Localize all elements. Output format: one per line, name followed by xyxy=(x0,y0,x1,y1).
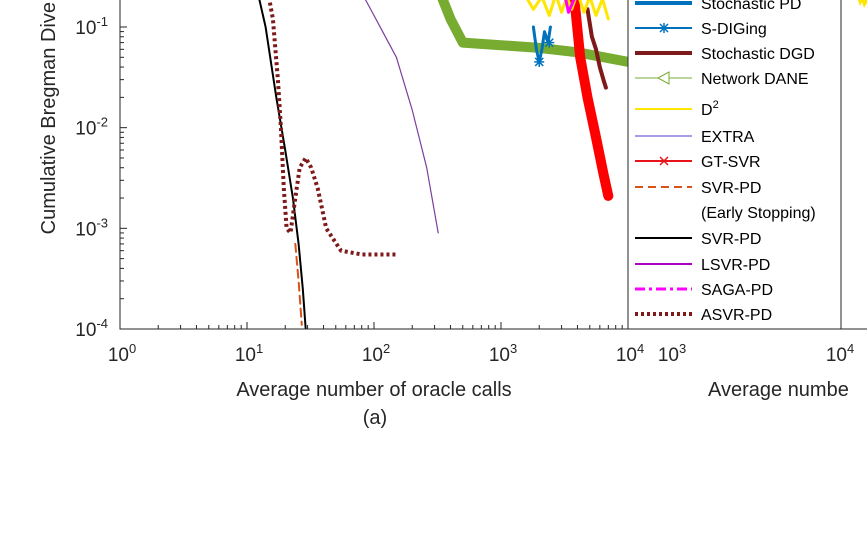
legend-label: S-DIGing xyxy=(701,21,767,38)
plot-a-series xyxy=(258,0,628,329)
y-tick-label: 10-3 xyxy=(75,215,108,240)
plot-a-y-tick-labels: 10-1 10-2 10-3 10-4 xyxy=(75,14,108,341)
legend-item: GT-SVR xyxy=(635,154,761,171)
legend-item: SVR-PD xyxy=(635,231,761,248)
legend-item: Stochastic DGD xyxy=(635,46,815,63)
x-tick-label: 101 xyxy=(235,341,263,366)
triangle-marker xyxy=(656,71,670,85)
legend-label: SVR-PD xyxy=(701,231,761,248)
plot-a-axes xyxy=(119,0,628,330)
plot-a-x-tick-labels: 100 101 102 103 104 xyxy=(108,341,644,366)
legend-item: SAGA-PD xyxy=(635,282,773,299)
x-tick-label: 100 xyxy=(108,341,136,366)
y-axis-label: Cumulative Bregman Dive xyxy=(38,2,60,234)
legend-item: D2 xyxy=(635,99,719,119)
series-line xyxy=(526,0,610,21)
series-line xyxy=(267,0,397,257)
plot-b-d2-trace xyxy=(858,0,867,8)
x-tick-label: 103 xyxy=(489,341,517,366)
legend-label: D2 xyxy=(701,99,719,119)
legend-item: SVR-PD (Early Stopping) xyxy=(635,180,816,222)
legend-label: LSVR-PD xyxy=(701,257,770,274)
series-marker xyxy=(544,37,555,48)
x-tick-label: 104 xyxy=(616,341,644,366)
plot-b-x-tick-labels: 103 104 xyxy=(658,341,854,366)
legend-item: EXTRA xyxy=(635,129,755,146)
panel-b: 103 104 Average numbe xyxy=(658,0,867,401)
plot-b-x-tick-label: 104 xyxy=(826,341,854,366)
legend-item: S-DIGing xyxy=(635,21,767,38)
panel-a: 100 101 102 103 104 10-1 10-2 10-3 10-4 Average… xyxy=(38,0,644,429)
legend-label: ASVR-PD xyxy=(701,307,772,324)
legend-item: ASVR-PD xyxy=(635,307,772,324)
legend-item: LSVR-PD xyxy=(635,257,770,274)
series-line xyxy=(258,0,307,329)
plot-b-x-axis-label: Average numbe xyxy=(708,379,849,401)
y-tick-label: 10-1 xyxy=(75,14,108,39)
panel-label: (a) xyxy=(363,407,387,429)
x-tick-label: 102 xyxy=(362,341,390,366)
legend-label: GT-SVR xyxy=(701,154,761,171)
legend-label: EXTRA xyxy=(701,129,755,146)
plot-b-x-tick-label: 103 xyxy=(658,341,686,366)
y-tick-label: 10-2 xyxy=(75,115,108,140)
legend-label: Stochastic PD xyxy=(701,0,801,13)
legend-label: Stochastic DGD xyxy=(701,46,815,63)
series-line xyxy=(364,0,439,234)
y-tick-label: 10-4 xyxy=(75,316,108,341)
legend-label: SAGA-PD xyxy=(701,282,773,299)
legend-label: Network DANE xyxy=(701,71,809,88)
series-line xyxy=(569,0,614,201)
x-marker xyxy=(659,156,669,166)
legend-item: Stochastic PD xyxy=(635,0,801,13)
asterisk-marker xyxy=(659,23,669,33)
x-axis-label: Average number of oracle calls xyxy=(236,379,511,401)
legend-label: SVR-PD xyxy=(701,180,761,197)
series-marker xyxy=(534,56,545,67)
series-line xyxy=(585,7,608,90)
plot-a-ticks xyxy=(119,26,623,330)
legend: Stochastic PD S-DIGing Stochastic DGD Netwo… xyxy=(627,0,842,330)
series-line xyxy=(294,242,303,326)
plot-a-background xyxy=(120,0,628,329)
series-line xyxy=(564,0,576,14)
legend-items: Stochastic PD S-DIGing Stochastic DGD Netwo… xyxy=(635,0,816,324)
legend-label-line2: (Early Stopping) xyxy=(701,205,816,222)
legend-item: Network DANE xyxy=(635,71,809,88)
